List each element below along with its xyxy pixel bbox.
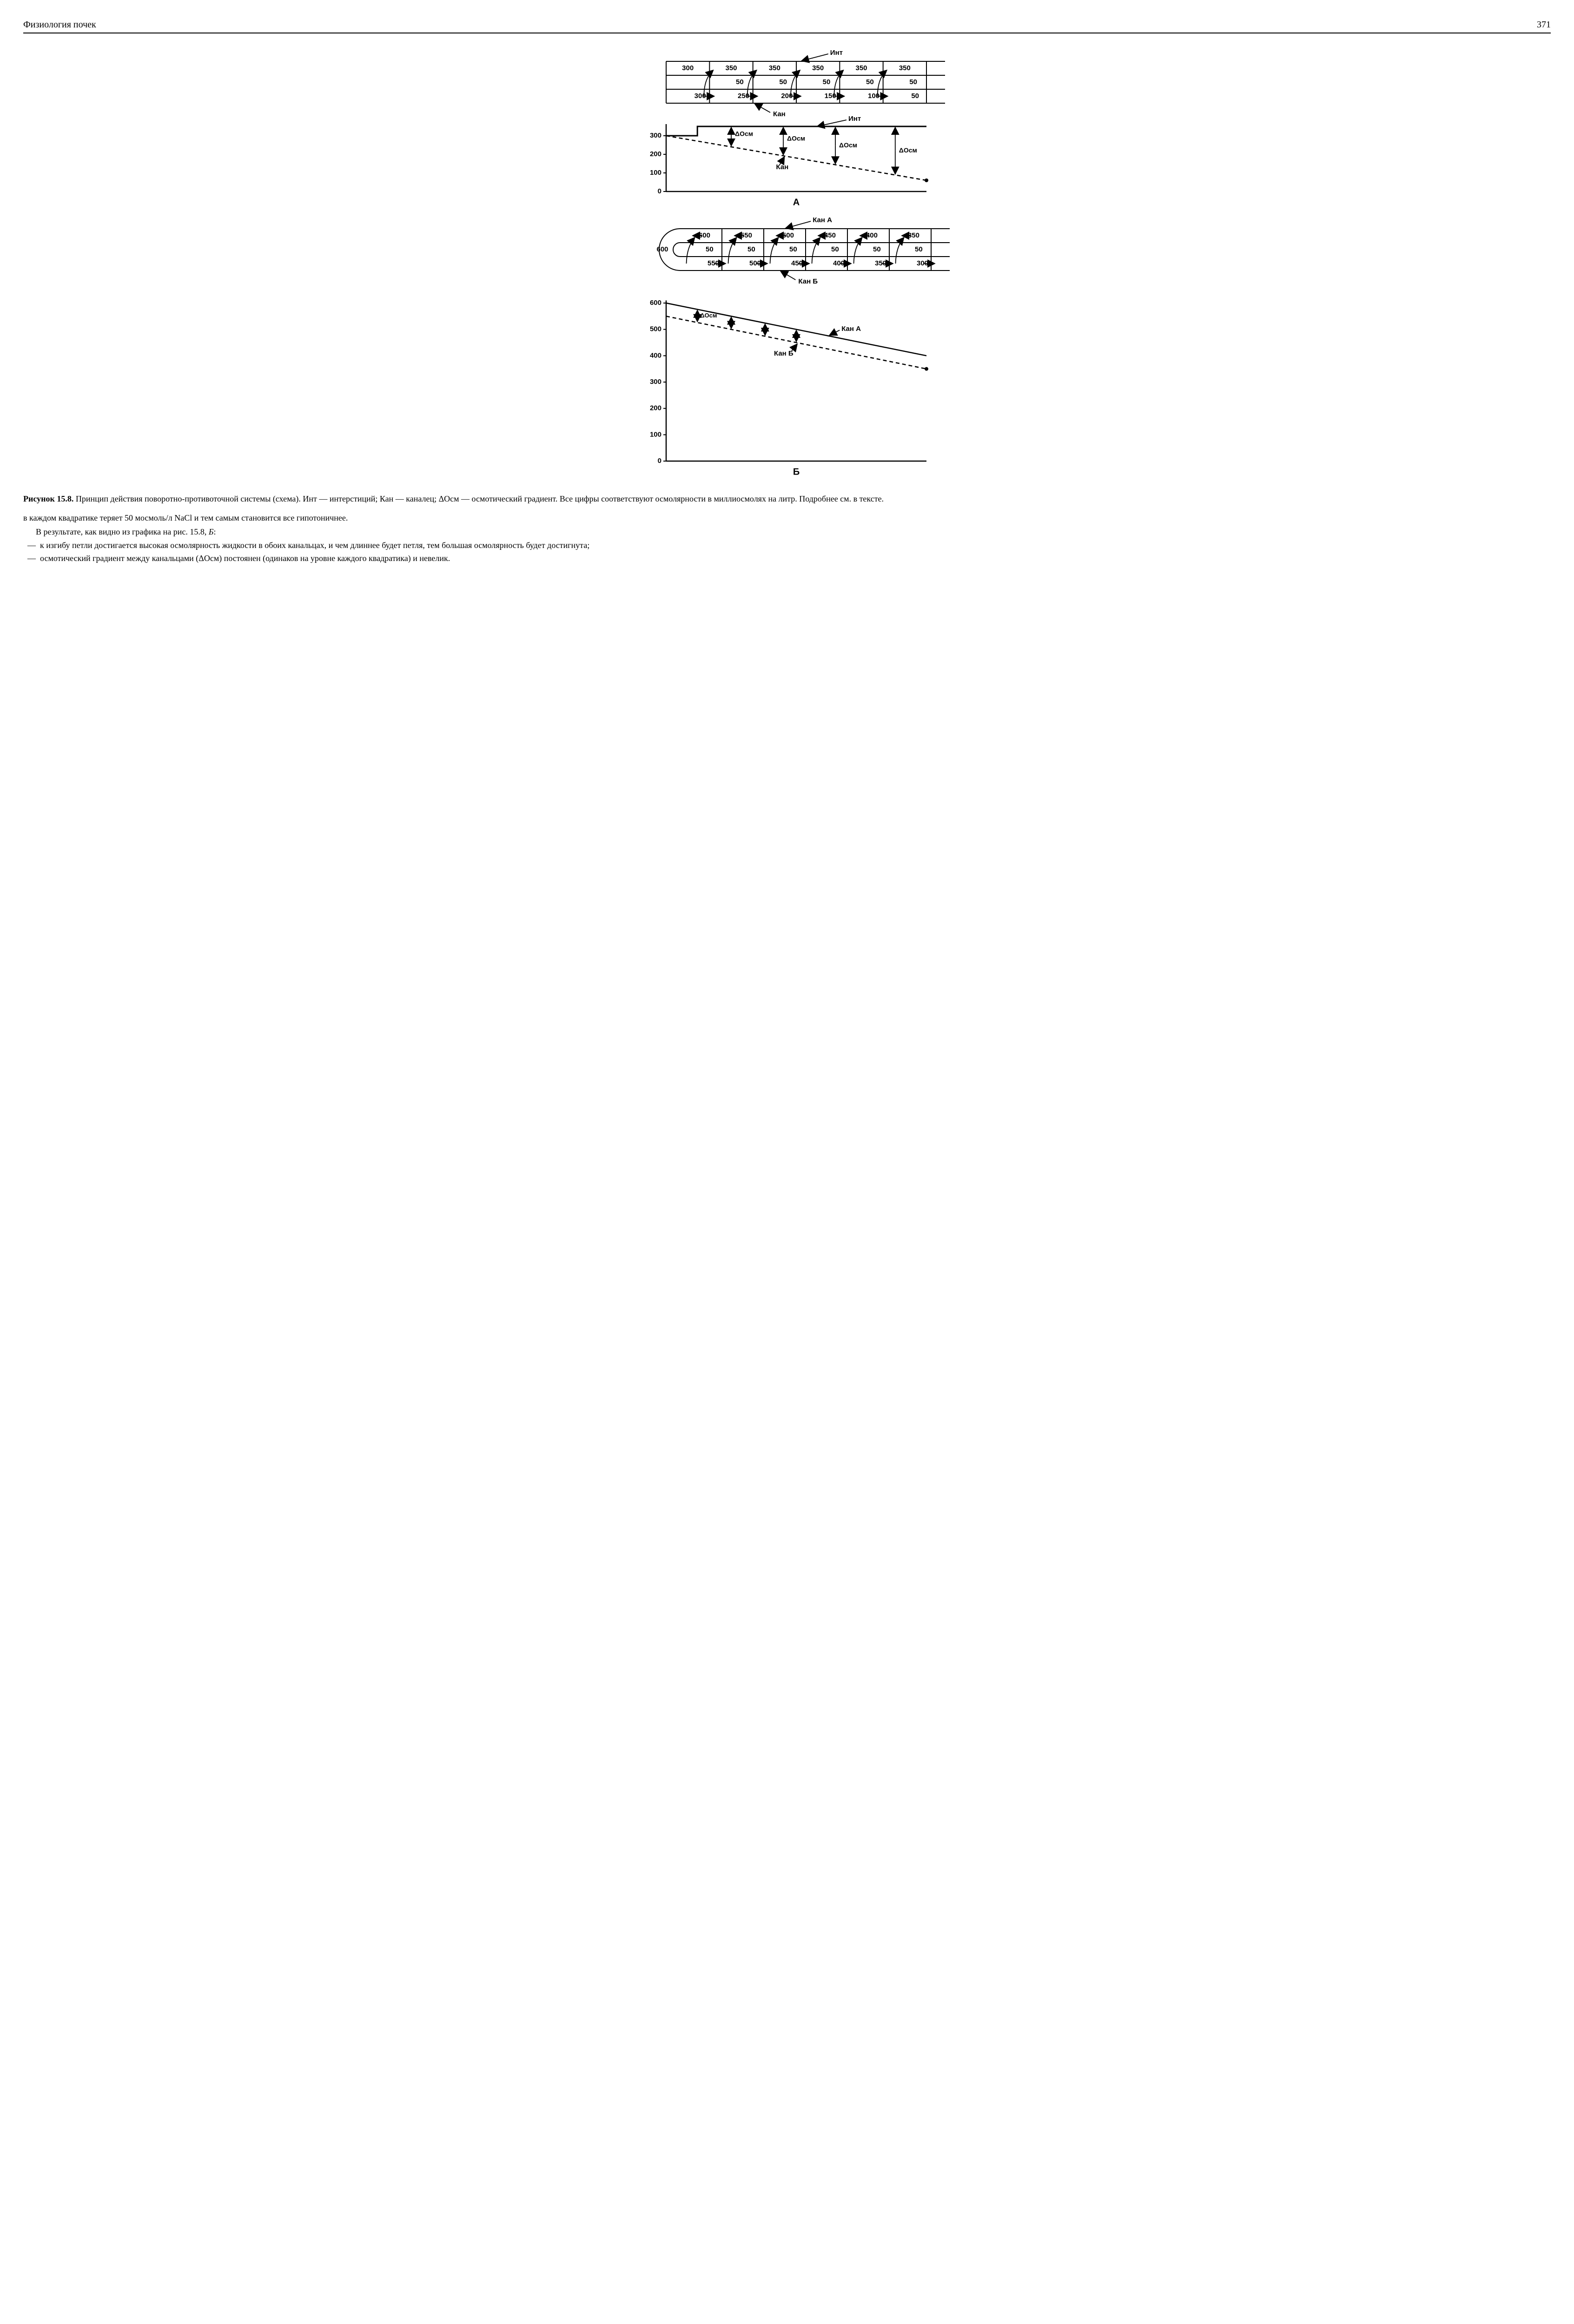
svg-text:350: 350	[855, 64, 867, 72]
svg-text:350: 350	[899, 64, 911, 72]
svg-text:300: 300	[650, 132, 661, 139]
header-right: 371	[1537, 19, 1551, 31]
svg-text:50: 50	[866, 78, 874, 86]
svg-text:50: 50	[736, 78, 744, 86]
header-left: Физиология почек	[23, 19, 96, 31]
svg-text:50: 50	[909, 78, 917, 86]
svg-text:Инт: Инт	[848, 115, 861, 123]
svg-text:ΔОсм: ΔОсм	[735, 130, 753, 138]
body-li1: к изгибу петли достигается высокая осмол…	[40, 540, 1551, 551]
svg-text:600: 600	[656, 245, 668, 253]
svg-text:50: 50	[823, 78, 831, 86]
body-li2: осмотический градиент между канальцами (…	[40, 553, 1551, 564]
svg-text:50: 50	[915, 245, 923, 253]
svg-text:Кан А: Кан А	[813, 216, 832, 224]
svg-text:100: 100	[650, 169, 661, 177]
svg-text:600: 600	[650, 299, 661, 307]
svg-text:ΔОсм: ΔОсм	[899, 146, 917, 154]
svg-text:0: 0	[658, 457, 661, 465]
svg-text:50: 50	[789, 245, 797, 253]
svg-text:Б: Б	[793, 467, 800, 477]
figure-caption: Рисунок 15.8. Принцип действия поворотно…	[23, 494, 1551, 504]
svg-text:ΔОсм: ΔОсм	[839, 141, 857, 149]
svg-text:Инт: Инт	[830, 49, 843, 57]
svg-text:Кан: Кан	[776, 163, 788, 171]
caption-figlabel: Рисунок 15.8.	[23, 494, 73, 503]
svg-text:Кан Б: Кан Б	[798, 277, 818, 285]
svg-text:ΔОсм: ΔОсм	[700, 312, 717, 319]
svg-text:350: 350	[725, 64, 737, 72]
svg-text:50: 50	[779, 78, 787, 86]
figure-15-8: 3003003505025035050200350501503505010035…	[23, 43, 1551, 489]
body-p2: В результате, как видно из графика на ри…	[23, 527, 1551, 537]
page-header: Физиология почек 371	[23, 19, 1551, 33]
svg-text:50: 50	[831, 245, 839, 253]
svg-text:200: 200	[650, 150, 661, 158]
svg-text:350: 350	[769, 64, 780, 72]
svg-text:300: 300	[682, 64, 694, 72]
svg-text:ΔОсм: ΔОсм	[787, 134, 805, 142]
svg-text:Кан Б: Кан Б	[774, 350, 794, 357]
svg-text:Кан А: Кан А	[841, 325, 861, 333]
svg-text:50: 50	[873, 245, 881, 253]
body-text: в каждом квадратике теряет 50 мосмоль/л …	[23, 513, 1551, 564]
svg-text:350: 350	[812, 64, 824, 72]
svg-text:200: 200	[650, 404, 661, 412]
svg-text:Кан: Кан	[773, 110, 786, 118]
svg-text:50: 50	[911, 92, 919, 100]
svg-text:50: 50	[706, 245, 714, 253]
svg-text:300: 300	[650, 378, 661, 386]
svg-text:100: 100	[650, 430, 661, 438]
figure-svg: 3003003505025035050200350501503505010035…	[610, 43, 964, 489]
svg-text:0: 0	[658, 187, 661, 195]
svg-text:А: А	[793, 197, 800, 207]
caption-text: Принцип действия поворотно-противоточной…	[76, 494, 884, 503]
svg-text:400: 400	[650, 351, 661, 359]
body-p1: в каждом квадратике теряет 50 мосмоль/л …	[23, 513, 1551, 523]
svg-text:50: 50	[747, 245, 755, 253]
svg-text:500: 500	[650, 325, 661, 333]
